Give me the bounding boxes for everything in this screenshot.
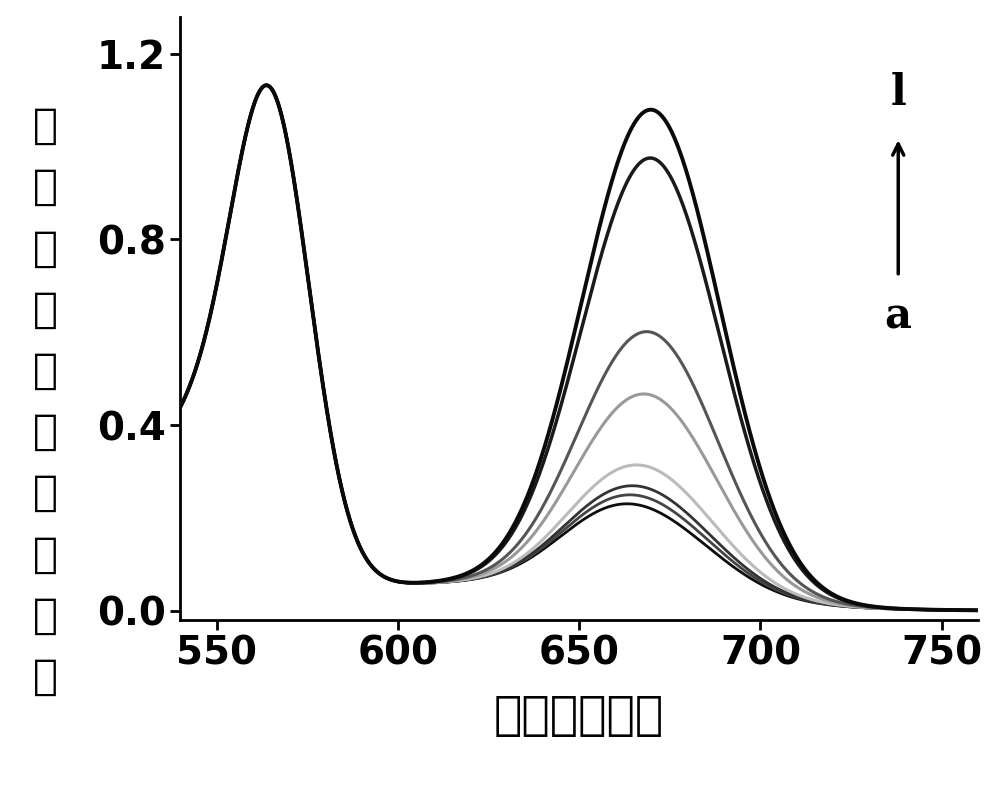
Text: 转: 转 [32, 472, 58, 514]
Text: a: a [885, 295, 912, 337]
Text: l: l [890, 72, 906, 114]
Text: 号: 号 [32, 656, 58, 698]
Text: 荧: 荧 [32, 105, 58, 147]
Text: 能: 能 [32, 350, 58, 392]
Text: 量: 量 [32, 411, 58, 453]
Text: 移: 移 [32, 533, 58, 576]
Text: 振: 振 [32, 289, 58, 331]
X-axis label: 波长（纳米）: 波长（纳米） [494, 693, 664, 739]
Text: 共: 共 [32, 227, 58, 270]
Text: 光: 光 [32, 166, 58, 208]
Text: 信: 信 [32, 595, 58, 637]
